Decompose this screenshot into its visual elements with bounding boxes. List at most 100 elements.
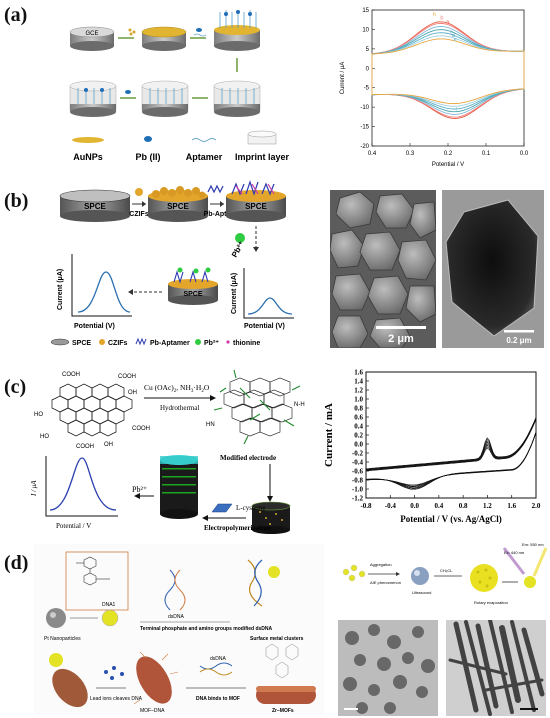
electrode-modified	[251, 501, 291, 534]
cv-c-ytick-label: 1.4	[354, 378, 363, 386]
cv-c-curve	[365, 417, 537, 486]
mof-structure	[223, 377, 293, 437]
cv-c-xtick-label: 1.2	[483, 502, 492, 510]
scale-bar-tem: 0.2 μm	[506, 336, 531, 345]
spce-4: SPCE	[168, 267, 218, 305]
legend-b-aptamer: Pb-Aptamer	[150, 340, 190, 347]
cv-a-curve-label: d	[452, 33, 455, 39]
cv-a-curve-label: h	[433, 12, 436, 18]
graphene-oxide-structure	[51, 383, 133, 437]
cv-c-ytick-label: -0.8	[352, 477, 364, 485]
scheme-d-right: Aggregation AIE phenomenon Ultrasound CH…	[342, 542, 548, 605]
cv-c-curve	[365, 418, 537, 489]
cv-a-ytick-label: 15	[362, 8, 369, 14]
cv-c-ytick-label: 0.6	[354, 414, 363, 422]
cv-a-ytick-label: 10	[362, 27, 369, 33]
cv-a-curve	[371, 38, 525, 105]
cv-a-curve-label: b	[440, 16, 443, 22]
hn-label: HN	[206, 422, 215, 428]
spce-3: SPCE	[226, 180, 286, 222]
cv-c-ytick-label: 1.6	[354, 369, 363, 377]
panel-a: (a) GCE	[0, 0, 550, 172]
spce-label-1: SPCE	[84, 202, 106, 211]
cv-a-curve-label: c	[450, 29, 453, 35]
nh-label: N-H	[294, 402, 305, 408]
cv-a-curve	[371, 32, 525, 110]
cv-a-xtick-label: 0.3	[406, 151, 415, 157]
text-em: Em: 550 nm	[522, 542, 544, 547]
cv-a-ylabel: Current / μA	[340, 62, 346, 94]
cv-a-ytick-label: 0	[366, 66, 370, 72]
svg-text:OH: OH	[128, 390, 137, 396]
cv-c-curve	[365, 417, 537, 488]
cv-c-xtick-label: -0.4	[385, 502, 397, 510]
svg-text:OH: OH	[104, 442, 113, 448]
step-l-cysteine: L-cysteine	[236, 504, 266, 512]
gce-electrode: GCE	[69, 26, 115, 51]
cv-a-ytick-label: -10	[360, 105, 369, 111]
tem-spheres-image	[338, 620, 438, 716]
imprint-electrode	[213, 80, 261, 117]
cv-c-curve	[365, 419, 537, 490]
cv-a-ytick-label: -20	[360, 144, 369, 150]
cv-a-curve-label: f	[456, 107, 458, 113]
scheme-d: DNA1 Pt Nanoparticles dsDNA Terminal pho…	[34, 544, 324, 714]
xlabel-b-left: Potential (V)	[74, 323, 115, 330]
dpv-left: Current (μA) Potential (V)	[57, 254, 132, 330]
spce-label-4: SPCE	[183, 291, 202, 298]
xlabel-b-right: Potential (V)	[244, 323, 285, 330]
step-modified-electrode: Modified electrode	[220, 454, 276, 462]
text-dsdna: dsDNA	[168, 614, 185, 620]
text-dna1: DNA1	[102, 602, 116, 608]
legend-b-spce: SPCE	[72, 340, 91, 347]
dna1-molecule	[76, 556, 110, 586]
cv-c-frame	[365, 371, 537, 499]
cv-chart-a: 15 10 5 0 -5 -10 -15 -200.4 0.3 0.2 0.1 0.0 Current …	[340, 8, 529, 168]
panel-label-a: (a)	[4, 4, 28, 26]
gce-label: GCE	[85, 31, 98, 37]
legend-a-aunps: AuNPs	[73, 152, 103, 162]
scheme-c: COOH COOH OH HO COOH HO COOH OH Cu (OAc)…	[30, 369, 305, 534]
svg-text:COOH: COOH	[132, 426, 150, 432]
panel-d: (d) DNA1 Pt Nanoparticles dsDNA Terminal…	[0, 540, 550, 718]
legend-a-pb: Pb (II)	[136, 152, 161, 162]
spce-label-2: SPCE	[167, 202, 189, 211]
step-hydrothermal: Hydrothermal	[160, 404, 199, 412]
step-pb-apta: Pb-Apta	[204, 211, 231, 218]
cv-c-ytick-label: -0.2	[352, 450, 364, 458]
spce-2: SPCE	[148, 186, 208, 222]
cv-c-xtick-label: 1.6	[507, 502, 516, 510]
text-pt-np: Pt Nanoparticles	[44, 636, 81, 642]
scale-bar-sem: 2 μm	[388, 333, 414, 345]
step-electropolymerization: Electropolymerization	[204, 524, 271, 532]
cv-a-curve-label: a	[446, 20, 450, 26]
svg-text:COOH: COOH	[118, 374, 136, 380]
text-surface-metal: Surface metal clusters	[250, 636, 304, 642]
text-mof-dna: MOF–DNA	[140, 708, 165, 714]
cv-c-ytick-label: 0.8	[354, 405, 363, 413]
step-czifs: CZIFs	[129, 211, 149, 218]
text-zr-mofs: Zr–MOFs	[272, 708, 294, 714]
text-ultrasound: Ultrasound	[412, 590, 431, 595]
cv-a-xtick-label: 0.1	[482, 151, 491, 157]
l-cysteine-icon	[211, 503, 233, 513]
panel-c: (c) COOH COOH OH H	[0, 360, 550, 536]
text-terminal: Terminal phosphate and amino groups modi…	[140, 626, 273, 632]
cv-c-ytick-label: -0.4	[352, 459, 364, 467]
tem-image: 0.2 μm	[442, 190, 544, 348]
svg-text:COOH: COOH	[76, 444, 94, 450]
dpv-c: I / μA Potential / V	[30, 456, 118, 530]
go-labels: COOH COOH OH HO COOH HO COOH OH	[34, 372, 150, 450]
panel-label-d: (d)	[4, 552, 29, 574]
cv-c-ytick-label: 0.4	[354, 423, 363, 431]
cv-a-curve	[371, 35, 525, 107]
svg-text:HO: HO	[40, 434, 49, 440]
panel-label-c: (c)	[4, 376, 27, 398]
svg-text:COOH: COOH	[62, 372, 80, 378]
mof-links	[213, 369, 301, 445]
cv-c-ytick-label: 1.2	[354, 387, 363, 395]
cv-c-xtick-label: 0.8	[459, 502, 468, 510]
ylabel-c-small: I / μA	[30, 480, 38, 497]
cv-c-curve	[365, 418, 537, 488]
cv-a-curve-label: e	[454, 37, 457, 43]
